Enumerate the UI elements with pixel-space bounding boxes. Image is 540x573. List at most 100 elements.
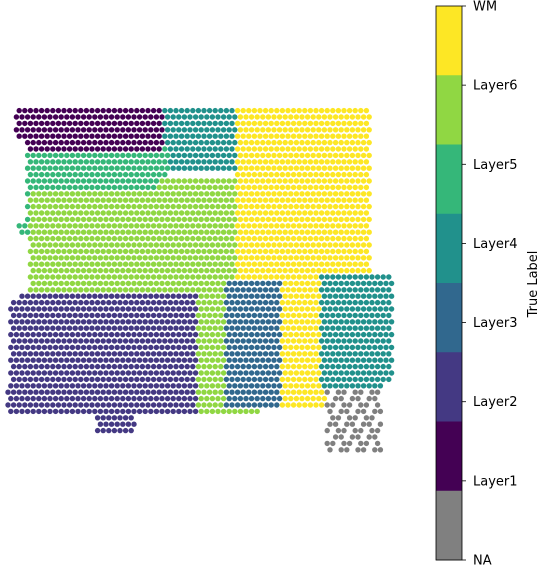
spot-wm [313,389,319,395]
spot-layer2 [178,338,185,344]
spot-layer4 [341,287,347,293]
spot-layer6 [61,287,67,293]
spot-layer3 [226,280,232,287]
spot-layer6 [83,197,90,203]
spot-layer4 [338,370,344,376]
spot-layer3 [237,383,244,389]
spot-layer4 [215,114,221,120]
spot-layer6 [215,383,221,389]
spot-layer6 [55,248,62,255]
spot-wm [240,120,246,127]
spot-layer2 [47,331,53,338]
spot-layer1 [106,133,112,139]
spot-wm [344,165,350,171]
spot-layer6 [162,223,168,229]
spot-layer2 [52,344,59,351]
spot-layer5 [150,184,157,191]
spot-layer6 [128,223,134,229]
spot-wm [288,280,294,287]
spot-layer4 [349,331,356,338]
spot-layer6 [223,274,230,280]
spot-wm [279,159,286,165]
spot-wm [254,255,260,261]
spot-wm [341,235,347,242]
spot-layer3 [229,338,235,344]
spot-layer2 [178,312,185,319]
spot-wm [282,178,288,184]
spot-layer6 [159,267,165,274]
spot-wm [285,146,291,152]
spot-layer4 [167,133,174,139]
spot-wm [285,312,291,319]
spot-wm [246,248,252,255]
spot-layer2 [16,389,22,395]
spot-layer6 [97,191,104,197]
spot-layer4 [324,287,330,293]
spot-wm [296,287,302,293]
spot-layer2 [122,415,129,421]
spot-layer4 [377,293,384,299]
spot-layer5 [47,152,53,159]
spot-layer2 [24,383,31,389]
spot-layer6 [117,235,123,242]
spot-layer4 [380,351,386,357]
spot-wm [260,178,266,184]
spot-layer6 [178,248,185,255]
spot-wm [304,370,311,376]
spot-wm [338,114,344,120]
spot-na [338,395,344,402]
spot-layer4 [218,159,224,165]
spot-layer2 [125,357,132,363]
spot-layer6 [30,203,36,210]
spot-wm [299,127,305,133]
spot-wm [366,165,372,171]
spot-layer2 [86,306,92,312]
spot-layer4 [324,299,330,306]
spot-layer3 [268,312,274,319]
spot-wm [285,299,291,306]
spot-layer6 [44,287,50,293]
spot-wm [276,267,283,274]
spot-layer6 [131,191,137,197]
spot-layer6 [55,197,62,203]
spot-layer4 [335,312,342,319]
spot-layer2 [64,344,70,351]
spot-layer4 [198,114,204,120]
colorbar-tick-label: Layer2 [473,395,518,410]
spot-wm [296,274,302,280]
spot-wm [352,146,358,152]
spot-layer4 [374,325,381,331]
spot-layer6 [215,293,221,299]
spot-layer6 [223,235,230,242]
spot-layer3 [268,299,274,306]
spot-layer2 [159,319,165,325]
spot-wm [324,248,330,255]
spot-layer4 [366,357,372,363]
spot-layer6 [232,191,238,197]
spot-layer6 [173,287,179,293]
spot-wm [313,235,319,242]
spot-na [369,415,375,421]
spot-layer4 [226,152,232,159]
spot-layer4 [349,344,356,351]
spot-layer3 [265,395,272,402]
spot-layer6 [167,274,174,280]
spot-wm [246,171,252,178]
spot-layer5 [159,152,165,159]
spot-layer6 [209,178,216,184]
spot-layer6 [145,223,151,229]
spot-layer6 [206,376,213,383]
spot-layer6 [108,203,115,210]
spot-layer1 [159,139,165,146]
spot-layer6 [190,210,196,216]
spot-layer2 [30,370,36,376]
spot-wm [265,229,272,235]
spot-layer2 [100,389,106,395]
spot-layer3 [226,293,232,299]
spot-layer5 [36,165,42,171]
spot-layer2 [16,402,22,408]
spot-layer2 [176,331,182,338]
spot-layer6 [178,210,185,216]
spot-wm [363,146,370,152]
spot-wm [274,171,280,178]
